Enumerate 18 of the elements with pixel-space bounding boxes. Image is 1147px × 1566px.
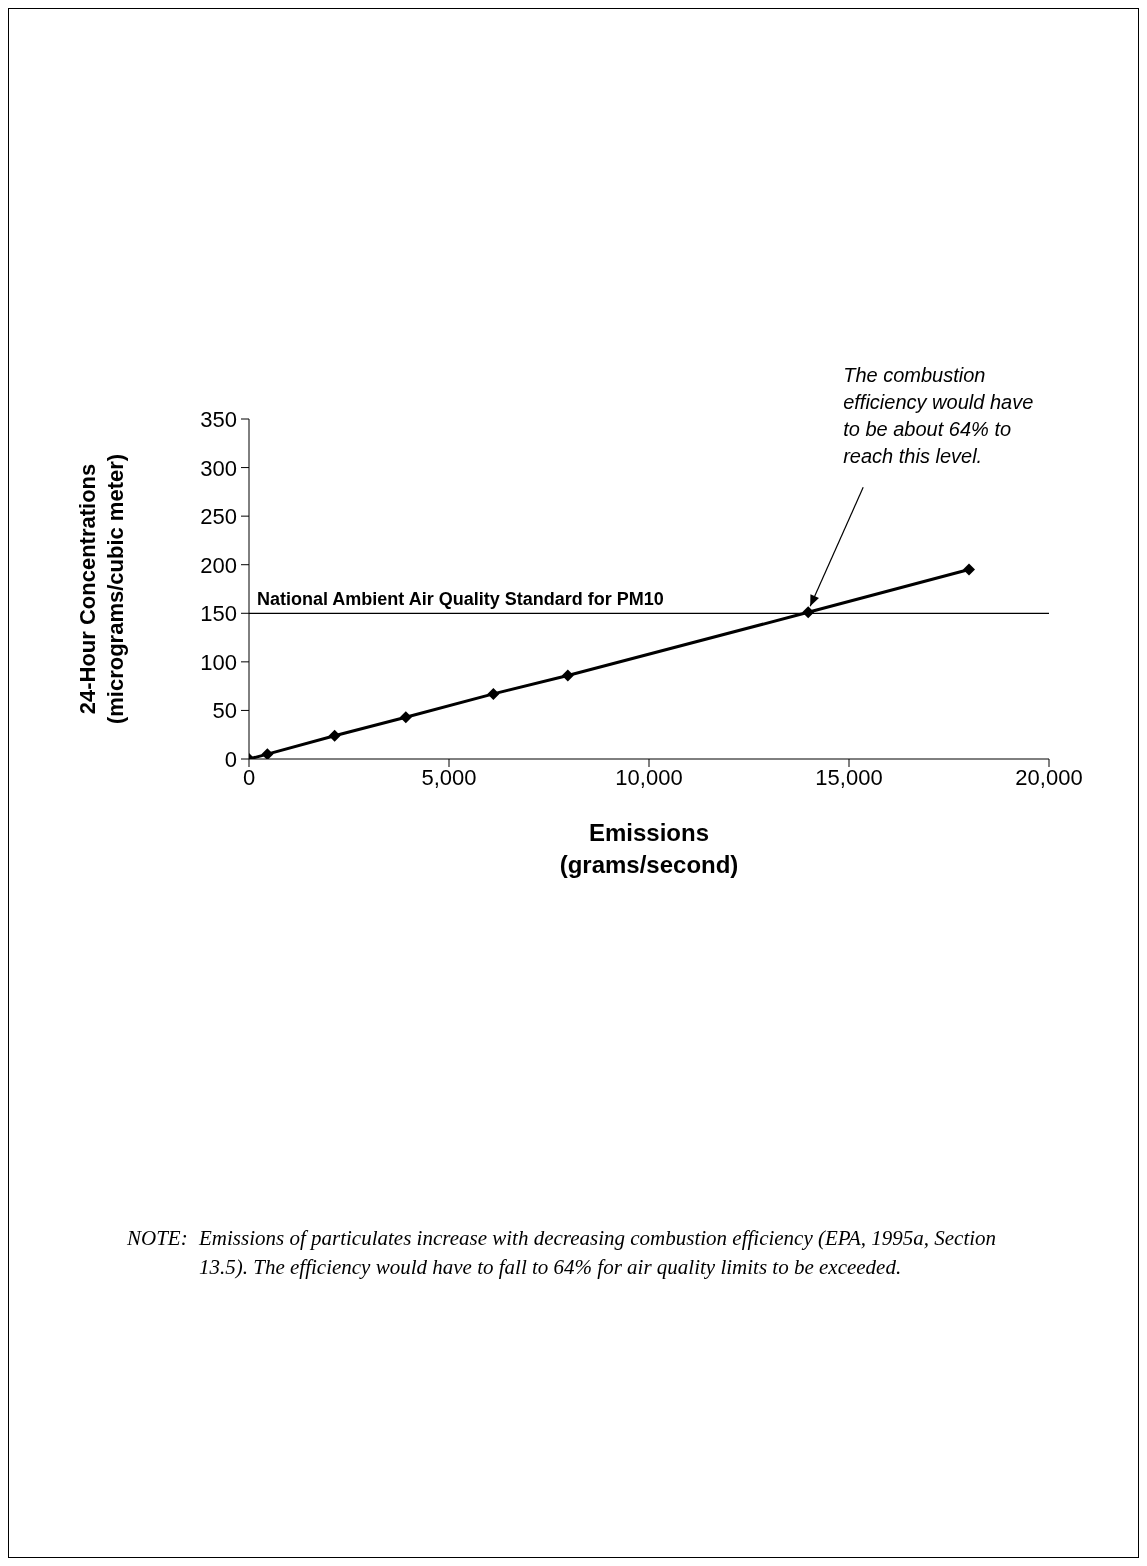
x-axis-title: Emissions (grams/second): [559, 819, 739, 878]
y-axis-title: 24-Hour Concentrations (micrograms/cubic meter): [75, 453, 128, 725]
y-tick-label: 150: [200, 601, 237, 627]
y-tick-label: 50: [212, 698, 237, 724]
x-tick-label: 15,000: [815, 764, 883, 790]
text: NOTE: Emissions of particulates increase with decreasing combustion efficiency (EPA, 1995a, Section 13.5). The efficiency would have to fall to 64% for air quality limits to be exceeded.: [127, 1225, 998, 1281]
y-tick-label: 250: [200, 504, 237, 530]
y-tick-label: 300: [200, 455, 237, 481]
x-tick-label: 10,000: [615, 764, 683, 790]
y-tick-label: 200: [200, 552, 237, 578]
x-tick-label: 5,000: [421, 764, 477, 790]
x-tick-label: 20,000: [1015, 764, 1083, 790]
annotation: The combustion efficiency would have to be about 64% to reach this level.: [843, 364, 1034, 468]
y-tick-label: 0: [224, 747, 237, 772]
ref-line-label: National Ambient Air Quality Standard for PM10: [257, 589, 664, 610]
y-tick-label: 350: [200, 407, 237, 432]
y-tick-label: 100: [200, 649, 237, 675]
x-tick-label: 0: [242, 764, 256, 790]
